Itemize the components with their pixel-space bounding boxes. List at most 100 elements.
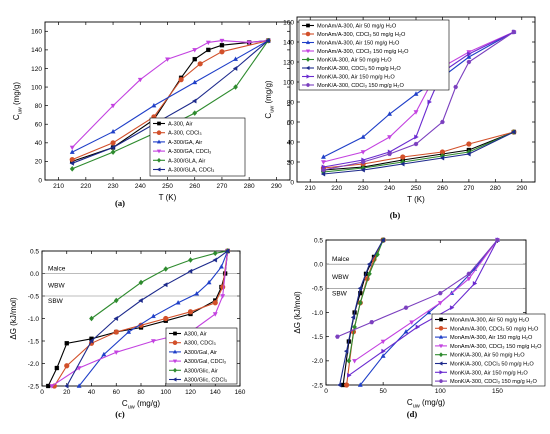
data-point bbox=[380, 353, 386, 358]
data-point bbox=[346, 358, 352, 364]
x-axis-label-main: C bbox=[122, 399, 128, 408]
data-point bbox=[138, 298, 143, 303]
data-point bbox=[466, 59, 472, 65]
data-point bbox=[150, 339, 156, 344]
data-point bbox=[69, 149, 75, 154]
data-point bbox=[206, 279, 212, 285]
x-tick-label: 100 bbox=[160, 389, 171, 396]
data-point bbox=[320, 160, 326, 165]
y-tick-label: 40 bbox=[287, 139, 295, 146]
panel-label: (a) bbox=[115, 198, 125, 208]
legend-label: A-300, Air bbox=[168, 122, 193, 128]
data-point bbox=[219, 38, 225, 44]
y-axis-label-main: C bbox=[264, 113, 273, 119]
data-point bbox=[347, 372, 352, 378]
legend-label: A300/Glic, Air bbox=[184, 368, 218, 374]
x-tick-label: 250 bbox=[162, 183, 173, 190]
data-point bbox=[413, 91, 419, 96]
legend-marker bbox=[305, 65, 310, 71]
y-axis-label: Cuw (mg/g) bbox=[12, 82, 24, 120]
data-point bbox=[192, 48, 198, 53]
legend-marker bbox=[305, 57, 311, 62]
x-axis-label: Cuw (mg/g) bbox=[407, 398, 445, 410]
legend-label: MonAm/A-300, Air 50 mg/g H₂O bbox=[317, 24, 397, 30]
series bbox=[320, 129, 516, 177]
y-tick-label: 0 bbox=[38, 177, 42, 184]
legend-marker bbox=[438, 361, 443, 366]
y-axis-label-main: C bbox=[12, 114, 21, 120]
data-point bbox=[367, 271, 372, 277]
x-axis-label-unit: (mg/g) bbox=[135, 399, 161, 408]
series-line bbox=[66, 250, 228, 387]
data-point bbox=[321, 167, 326, 173]
y-tick-label: -2.5 bbox=[28, 383, 40, 390]
data-point bbox=[403, 329, 409, 334]
y-tick-label: 60 bbox=[287, 119, 295, 126]
data-point bbox=[495, 237, 500, 243]
x-axis-label: T (K) bbox=[159, 193, 177, 202]
data-point bbox=[175, 300, 181, 305]
data-point bbox=[466, 54, 472, 59]
x-axis-label: T (K) bbox=[407, 195, 425, 204]
legend-label: A300/Gal, Air bbox=[184, 350, 217, 356]
series-line bbox=[337, 239, 498, 338]
data-point bbox=[380, 339, 386, 345]
legend-marker bbox=[305, 31, 311, 37]
legend-marker bbox=[306, 74, 311, 79]
legend-label: MonK/A-300, Air 50 mg/g H₂O bbox=[317, 58, 392, 64]
panel-label: (d) bbox=[407, 409, 418, 419]
x-tick-label: 240 bbox=[384, 185, 395, 192]
y-tick-label: -0.5 bbox=[312, 286, 324, 293]
series bbox=[64, 248, 230, 389]
x-tick-label: 230 bbox=[358, 185, 369, 192]
data-point bbox=[212, 257, 217, 263]
x-tick-label: 260 bbox=[189, 183, 200, 190]
x-tick-label: 0 bbox=[324, 388, 328, 395]
legend-box bbox=[298, 19, 450, 91]
legend-box bbox=[149, 117, 246, 177]
x-tick-label: 280 bbox=[244, 183, 255, 190]
series bbox=[357, 237, 500, 387]
legend-label: A-300/GLA, Air bbox=[168, 158, 205, 164]
data-point bbox=[89, 315, 94, 322]
region-annotation: WBW bbox=[48, 282, 65, 289]
x-tick-label: 60 bbox=[113, 389, 121, 396]
data-point bbox=[163, 315, 169, 322]
reference-line-label: Malce bbox=[48, 266, 66, 273]
legend-marker bbox=[172, 367, 178, 373]
legend-label: MonK/A-300, CDCl₃ 50 mg/g H₂O bbox=[450, 362, 534, 368]
data-point bbox=[76, 383, 82, 388]
data-point bbox=[113, 316, 118, 321]
legend-marker bbox=[156, 130, 162, 135]
y-tick-label: 120 bbox=[31, 66, 42, 73]
legend-marker bbox=[439, 317, 443, 322]
data-point bbox=[46, 383, 51, 389]
data-point bbox=[357, 300, 363, 306]
data-point bbox=[265, 38, 270, 44]
legend-box bbox=[431, 313, 546, 387]
data-point bbox=[437, 301, 443, 306]
series-line bbox=[323, 131, 515, 171]
legend-label: MonK/A-300, CDCl₃ 150 mg/g H₂O bbox=[317, 83, 404, 89]
x-tick-label: 210 bbox=[305, 185, 316, 192]
data-point bbox=[113, 297, 119, 304]
data-point bbox=[439, 155, 445, 161]
data-point bbox=[64, 341, 69, 346]
data-point bbox=[357, 382, 363, 387]
y-tick-label: -2.0 bbox=[28, 361, 40, 368]
legend-label: A300, CDCl₃ bbox=[184, 341, 216, 347]
series-line bbox=[354, 239, 498, 362]
data-point bbox=[206, 47, 211, 53]
y-tick-label: -0.5 bbox=[28, 293, 40, 300]
reference-line-label: Malce bbox=[332, 256, 350, 263]
series-line bbox=[348, 239, 384, 361]
data-point bbox=[197, 61, 203, 67]
data-point bbox=[151, 102, 157, 108]
x-tick-label: 0 bbox=[40, 389, 44, 396]
data-point bbox=[178, 77, 184, 83]
data-point bbox=[472, 281, 478, 286]
y-tick-label: 60 bbox=[35, 122, 43, 129]
data-point bbox=[427, 99, 432, 105]
data-point bbox=[110, 128, 116, 134]
